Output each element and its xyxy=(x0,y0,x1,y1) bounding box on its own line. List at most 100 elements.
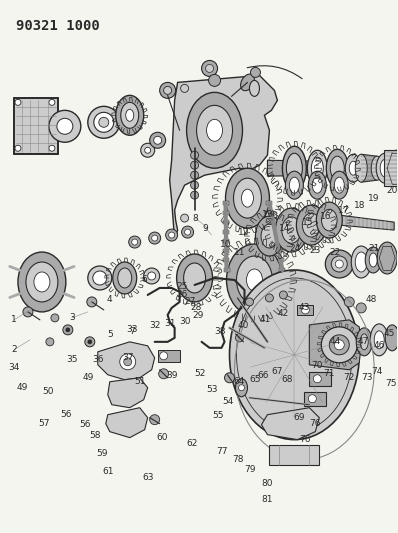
Circle shape xyxy=(49,146,55,151)
Circle shape xyxy=(141,143,155,157)
Ellipse shape xyxy=(287,154,302,183)
Ellipse shape xyxy=(330,156,344,180)
Text: 77: 77 xyxy=(216,447,227,456)
Circle shape xyxy=(46,338,54,346)
Bar xyxy=(223,230,229,234)
Text: 64: 64 xyxy=(234,377,245,386)
Circle shape xyxy=(201,60,218,76)
Text: 45: 45 xyxy=(384,329,395,338)
Text: 25: 25 xyxy=(176,282,187,292)
Text: 27: 27 xyxy=(184,297,195,306)
Bar xyxy=(222,201,228,205)
Text: 59: 59 xyxy=(96,449,107,458)
Ellipse shape xyxy=(285,171,303,199)
Ellipse shape xyxy=(126,109,134,122)
Ellipse shape xyxy=(197,106,232,155)
Ellipse shape xyxy=(118,268,132,288)
Text: 74: 74 xyxy=(371,367,383,376)
Bar xyxy=(223,239,229,244)
Circle shape xyxy=(88,340,92,344)
Bar xyxy=(384,150,397,186)
Bar xyxy=(304,392,326,406)
Ellipse shape xyxy=(360,334,368,350)
Circle shape xyxy=(144,268,160,284)
Circle shape xyxy=(191,171,199,179)
Circle shape xyxy=(265,294,273,302)
Text: 13: 13 xyxy=(261,209,273,219)
Bar xyxy=(270,220,276,224)
Circle shape xyxy=(49,110,81,142)
Ellipse shape xyxy=(18,252,66,312)
Ellipse shape xyxy=(236,256,272,304)
Text: 2: 2 xyxy=(11,345,17,354)
Circle shape xyxy=(88,266,112,290)
Text: 32: 32 xyxy=(149,321,160,330)
Text: 23: 23 xyxy=(310,246,321,255)
Circle shape xyxy=(181,214,189,222)
Text: 30: 30 xyxy=(179,317,190,326)
Circle shape xyxy=(279,291,287,299)
Circle shape xyxy=(356,303,366,313)
Text: 63: 63 xyxy=(142,473,154,482)
Circle shape xyxy=(145,147,151,154)
Text: 70: 70 xyxy=(312,361,323,370)
Text: 46: 46 xyxy=(373,341,385,350)
Circle shape xyxy=(191,161,199,169)
Circle shape xyxy=(93,271,107,285)
Text: 19: 19 xyxy=(367,193,379,203)
Ellipse shape xyxy=(391,157,398,179)
Text: 47: 47 xyxy=(357,337,369,346)
Circle shape xyxy=(23,307,33,317)
Ellipse shape xyxy=(289,177,299,193)
Circle shape xyxy=(160,352,168,360)
Circle shape xyxy=(94,112,114,132)
Text: 52: 52 xyxy=(194,369,205,378)
Text: 53: 53 xyxy=(206,385,217,394)
Text: 54: 54 xyxy=(222,397,233,406)
Circle shape xyxy=(246,298,254,306)
Text: 6: 6 xyxy=(142,276,148,285)
Ellipse shape xyxy=(351,246,371,278)
Text: 57: 57 xyxy=(38,419,50,428)
Ellipse shape xyxy=(355,154,367,182)
Text: 61: 61 xyxy=(102,467,113,476)
Circle shape xyxy=(85,337,95,347)
Circle shape xyxy=(325,250,353,278)
Circle shape xyxy=(124,358,132,366)
Circle shape xyxy=(185,229,191,235)
Text: 90321 1000: 90321 1000 xyxy=(16,19,100,33)
Bar xyxy=(277,259,283,262)
Polygon shape xyxy=(170,75,277,240)
Circle shape xyxy=(205,64,214,72)
Text: 36: 36 xyxy=(92,356,103,364)
Text: 9: 9 xyxy=(203,223,209,232)
Text: 81: 81 xyxy=(261,495,273,504)
Circle shape xyxy=(57,118,73,134)
Circle shape xyxy=(191,191,199,199)
Text: 10: 10 xyxy=(220,239,231,248)
Polygon shape xyxy=(267,160,369,176)
Ellipse shape xyxy=(226,168,269,228)
Circle shape xyxy=(301,306,309,314)
Circle shape xyxy=(51,314,59,322)
Bar xyxy=(224,268,230,272)
Bar xyxy=(274,239,280,244)
Ellipse shape xyxy=(242,189,254,207)
Circle shape xyxy=(191,151,199,159)
Circle shape xyxy=(129,236,141,248)
Circle shape xyxy=(209,75,220,86)
Circle shape xyxy=(132,239,138,245)
Ellipse shape xyxy=(356,328,372,356)
Text: 41: 41 xyxy=(260,316,271,325)
Text: 4: 4 xyxy=(107,295,113,304)
Bar xyxy=(268,211,274,215)
Ellipse shape xyxy=(183,263,205,293)
Ellipse shape xyxy=(113,262,137,294)
Text: 44: 44 xyxy=(330,337,341,346)
Circle shape xyxy=(238,385,244,391)
Circle shape xyxy=(181,226,193,238)
Text: 33: 33 xyxy=(126,325,137,334)
Ellipse shape xyxy=(282,217,301,243)
Circle shape xyxy=(250,84,258,92)
Circle shape xyxy=(154,136,162,144)
